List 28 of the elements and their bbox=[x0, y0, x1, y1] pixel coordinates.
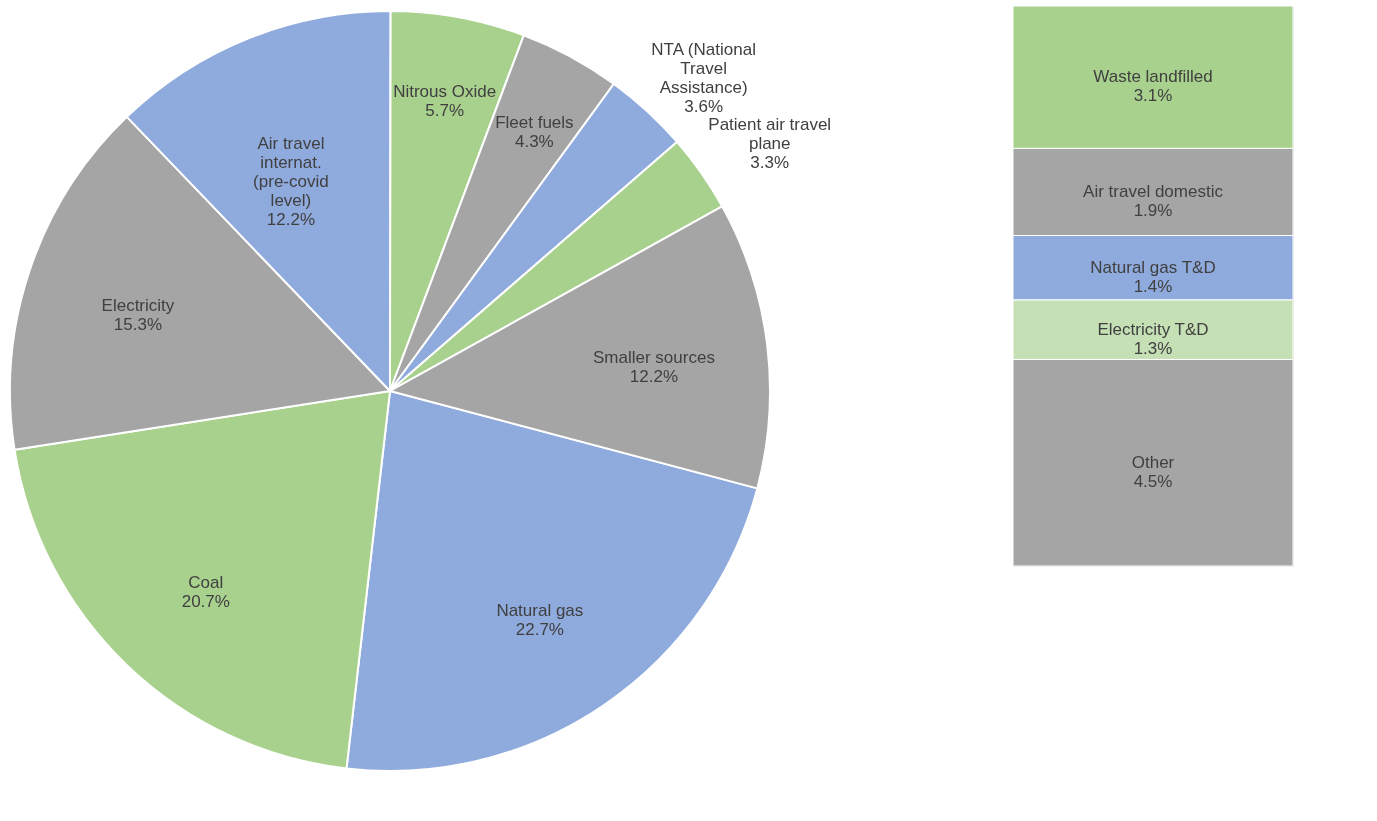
data-label: 15.3% bbox=[113, 315, 163, 335]
data-label: 4.3% bbox=[514, 132, 554, 152]
data-label: 3.1% bbox=[1133, 86, 1173, 106]
data-label: 3.3% bbox=[750, 153, 790, 173]
data-label: 12.2% bbox=[266, 210, 316, 230]
data-label: 20.7% bbox=[181, 591, 230, 611]
data-label: 1.3% bbox=[1133, 338, 1173, 358]
series-label: Electricity T&D bbox=[1097, 319, 1209, 339]
data-label: 12.2% bbox=[629, 367, 679, 387]
slice-label: NTA (National Travel Assistance) bbox=[651, 39, 756, 97]
slice-label: Electricity bbox=[101, 296, 175, 316]
data-label: 4.5% bbox=[1133, 471, 1173, 491]
data-label: 1.9% bbox=[1133, 200, 1173, 220]
data-label: 5.7% bbox=[425, 100, 464, 120]
slice-label: Nitrous Oxide bbox=[393, 81, 497, 101]
slice-label: Air travel internat. (pre-covid level) bbox=[253, 134, 329, 211]
slice-label: Patient air travel plane bbox=[708, 115, 832, 154]
slice-label: Coal bbox=[188, 572, 224, 592]
slice-label: Natural gas bbox=[496, 600, 584, 620]
series-label: Other bbox=[1131, 452, 1175, 472]
series-label: Natural gas T&D bbox=[1090, 257, 1216, 277]
slice-label: Fleet fuels bbox=[495, 113, 574, 133]
series-label: Waste landfilled bbox=[1093, 67, 1213, 87]
data-label: 3.6% bbox=[684, 96, 723, 116]
data-label: 22.7% bbox=[515, 619, 564, 639]
data-label: 1.4% bbox=[1133, 276, 1173, 296]
slice-label: Smaller sources bbox=[593, 348, 715, 368]
series-label: Air travel domestic bbox=[1083, 181, 1224, 201]
